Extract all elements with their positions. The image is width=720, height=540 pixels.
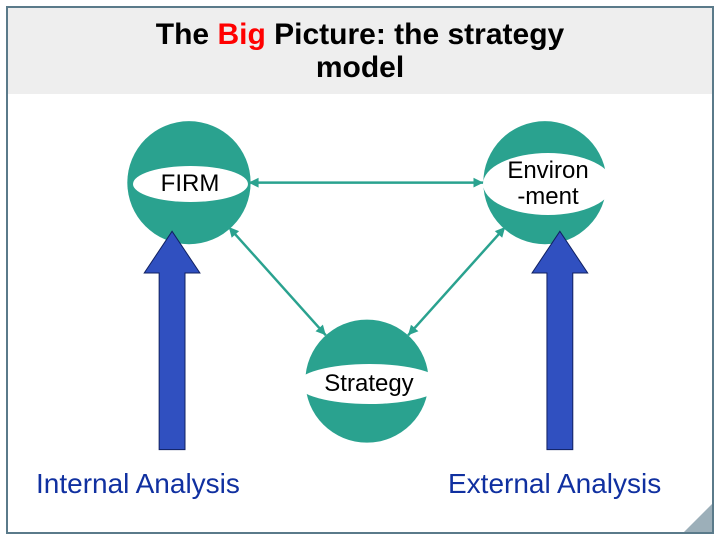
firm-label: FIRM: [133, 166, 248, 202]
title-pre: The: [156, 18, 218, 51]
page-title: The Big Picture: the strategy model: [156, 18, 564, 84]
environment-label: Environ-ment: [483, 153, 613, 215]
internal-arrow-icon: [144, 231, 200, 449]
corner-fold-icon: [684, 504, 712, 532]
title-bar: The Big Picture: the strategy model: [8, 8, 712, 94]
internal-analysis-label: Internal Analysis: [36, 468, 240, 500]
title-post: Picture: the strategy: [266, 18, 564, 51]
slide-frame: The Big Picture: the strategy model FIRM…: [6, 6, 714, 534]
edge: [408, 229, 504, 336]
external-arrow-icon: [532, 231, 588, 449]
title-line2: model: [316, 51, 404, 84]
title-emphasis: Big: [217, 18, 265, 51]
edge: [230, 229, 326, 336]
strategy-label: Strategy: [297, 364, 442, 404]
external-analysis-label: External Analysis: [448, 468, 661, 500]
